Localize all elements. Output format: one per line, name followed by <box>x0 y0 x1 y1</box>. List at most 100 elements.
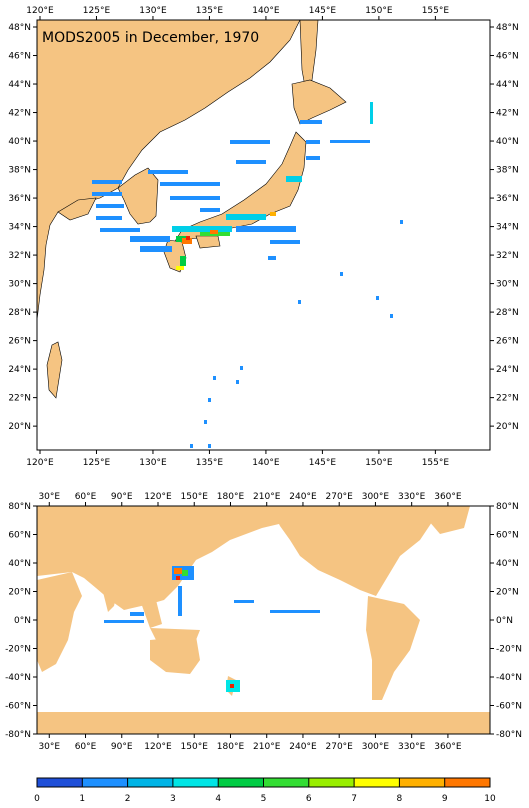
top-map: MODS2005 in December, 1970 120°E 125°E 130… <box>8 6 518 468</box>
bottom-map-lon-label-bottom: 90°E <box>111 742 133 752</box>
bottom-map-lon-ticks-bottom: 30°E 60°E 90°E 120°E 150°E 180°E 210°E 240°E 270… <box>38 734 462 752</box>
top-map-land <box>36 19 347 399</box>
bottom-map-lat-label-right: -20°N <box>496 645 522 655</box>
bottom-map: 30°E 60°E 90°E 120°E 150°E 180°E 210°E 240°E 270… <box>5 492 522 752</box>
colorbar-label: 1 <box>79 794 85 804</box>
top-map-obs-cells <box>92 102 403 448</box>
top-map-title: MODS2005 in December, 1970 <box>42 30 259 46</box>
bottom-map-lat-label-left: -80°N <box>5 730 31 740</box>
top-map-lat-label-right: 24°N <box>496 365 519 375</box>
bottom-map-lon-label-top: 150°E <box>181 492 209 502</box>
colorbar-label: 9 <box>442 794 448 804</box>
colorbar-swatch <box>399 778 445 787</box>
top-map-lon-label-bottom: 135°E <box>196 458 224 468</box>
top-map-lat-label-right: 26°N <box>496 337 519 347</box>
top-map-lat-ticks-right: 48°N 46°N 44°N 42°N 40°N 38°N 36°N 34°N 32°N 30°N… <box>490 23 519 432</box>
colorbar-label: 3 <box>170 794 176 804</box>
colorbar-labels: 0 1 2 3 4 5 6 7 8 9 10 <box>34 778 496 804</box>
bottom-map-lon-label-top: 240°E <box>289 492 317 502</box>
bottom-map-lat-label-left: -20°N <box>5 645 31 655</box>
colorbar-swatch <box>172 778 219 787</box>
top-map-lon-ticks-bottom: 120°E 125°E 130°E 135°E 140°E 145°E 150°E 155°E <box>26 450 449 468</box>
top-map-lon-label-top: 140°E <box>252 6 280 16</box>
top-map-lon-label-bottom: 130°E <box>139 458 167 468</box>
top-map-lat-label-right: 28°N <box>496 308 519 318</box>
top-map-lat-label-left: 48°N <box>8 23 31 33</box>
top-map-lat-label-left: 40°N <box>8 137 31 147</box>
bottom-map-lon-label-bottom: 270°E <box>326 742 354 752</box>
colorbar: 0 1 2 3 4 5 6 7 8 9 10 <box>34 777 496 804</box>
bottom-map-lat-label-right: 40°N <box>496 559 519 569</box>
bottom-map-lat-ticks-left: 80°N 60°N 40°N 20°N 0°N -20°N -40°N -60°N -80°N <box>5 502 37 740</box>
top-map-lon-label-top: 125°E <box>83 6 111 16</box>
colorbar-label: 5 <box>261 794 267 804</box>
top-map-lon-label-top: 150°E <box>365 6 393 16</box>
bottom-map-lat-label-right: -60°N <box>496 702 522 712</box>
top-map-lat-label-left: 44°N <box>8 80 31 90</box>
top-map-lat-label-left: 32°N <box>8 251 31 261</box>
bottom-map-obs-cells <box>104 566 320 692</box>
top-map-lat-label-left: 26°N <box>8 337 31 347</box>
bottom-map-lon-label-top: 180°E <box>217 492 245 502</box>
bottom-map-lat-label-left: 40°N <box>8 559 31 569</box>
bottom-map-lon-label-bottom: 150°E <box>181 742 209 752</box>
top-map-lon-ticks-top: 120°E 125°E 130°E 135°E 140°E 145°E 150°E 155°E <box>26 6 449 20</box>
top-map-lat-label-right: 42°N <box>496 109 519 119</box>
bottom-map-lon-label-bottom: 30°E <box>38 742 60 752</box>
top-map-lat-label-left: 38°N <box>8 166 31 176</box>
top-map-lat-label-left: 34°N <box>8 223 31 233</box>
top-map-lon-label-bottom: 120°E <box>26 458 54 468</box>
colorbar-swatch <box>354 778 400 787</box>
bottom-map-lon-label-top: 90°E <box>111 492 133 502</box>
top-map-frame <box>36 19 491 451</box>
top-map-lat-label-left: 22°N <box>8 394 31 404</box>
bottom-map-lon-label-top: 360°E <box>434 492 462 502</box>
bottom-map-lat-label-left: -60°N <box>5 702 31 712</box>
top-map-lon-label-bottom: 150°E <box>365 458 393 468</box>
bottom-map-lon-label-top: 210°E <box>253 492 281 502</box>
colorbar-swatch <box>82 778 128 787</box>
top-map-lon-label-top: 130°E <box>139 6 167 16</box>
colorbar-label: 7 <box>351 794 357 804</box>
bottom-map-lon-label-bottom: 210°E <box>253 742 281 752</box>
colorbar-swatch <box>308 778 355 787</box>
top-map-lat-label-left: 20°N <box>8 422 31 432</box>
bottom-map-lat-label-left: 60°N <box>8 531 31 541</box>
top-map-lat-label-right: 38°N <box>496 166 519 176</box>
bottom-map-lon-label-top: 330°E <box>398 492 426 502</box>
top-map-lat-label-right: 30°N <box>496 280 519 290</box>
top-map-lon-label-top: 155°E <box>422 6 450 16</box>
top-map-lon-label-bottom: 125°E <box>83 458 111 468</box>
top-map-lat-label-right: 46°N <box>496 52 519 62</box>
bottom-map-lat-label-left: 20°N <box>8 588 31 598</box>
top-map-lon-label-top: 145°E <box>309 6 337 16</box>
colorbar-swatch <box>263 778 309 787</box>
bottom-map-lat-label-right: 20°N <box>496 588 519 598</box>
top-map-lat-label-left: 30°N <box>8 280 31 290</box>
bottom-map-lon-ticks-top: 30°E 60°E 90°E 120°E 150°E 180°E 210°E 240°E 270… <box>38 492 462 506</box>
top-map-lat-label-left: 36°N <box>8 194 31 204</box>
colorbar-label: 0 <box>34 794 40 804</box>
bottom-map-lon-label-bottom: 360°E <box>434 742 462 752</box>
bottom-map-lat-label-left: 80°N <box>8 502 31 512</box>
top-map-lat-label-left: 24°N <box>8 365 31 375</box>
colorbar-swatch <box>218 778 264 787</box>
bottom-map-lon-label-top: 300°E <box>362 492 390 502</box>
bottom-map-lat-label-left: -40°N <box>5 673 31 683</box>
bottom-map-lon-label-bottom: 120°E <box>144 742 172 752</box>
colorbar-label: 2 <box>125 794 131 804</box>
bottom-map-land <box>37 506 490 734</box>
top-map-lon-label-bottom: 155°E <box>422 458 450 468</box>
top-map-lat-label-right: 20°N <box>496 422 519 432</box>
colorbar-swatch <box>127 778 173 787</box>
bottom-map-lon-label-bottom: 300°E <box>362 742 390 752</box>
colorbar-swatch <box>37 778 83 787</box>
bottom-map-lat-label-left: 0°N <box>14 616 31 626</box>
top-map-lat-label-right: 22°N <box>496 394 519 404</box>
bottom-map-lon-label-top: 60°E <box>75 492 97 502</box>
colorbar-label: 4 <box>215 794 221 804</box>
top-map-lat-label-right: 48°N <box>496 23 519 33</box>
bottom-map-lon-label-top: 30°E <box>38 492 60 502</box>
top-map-lat-label-right: 32°N <box>496 251 519 261</box>
